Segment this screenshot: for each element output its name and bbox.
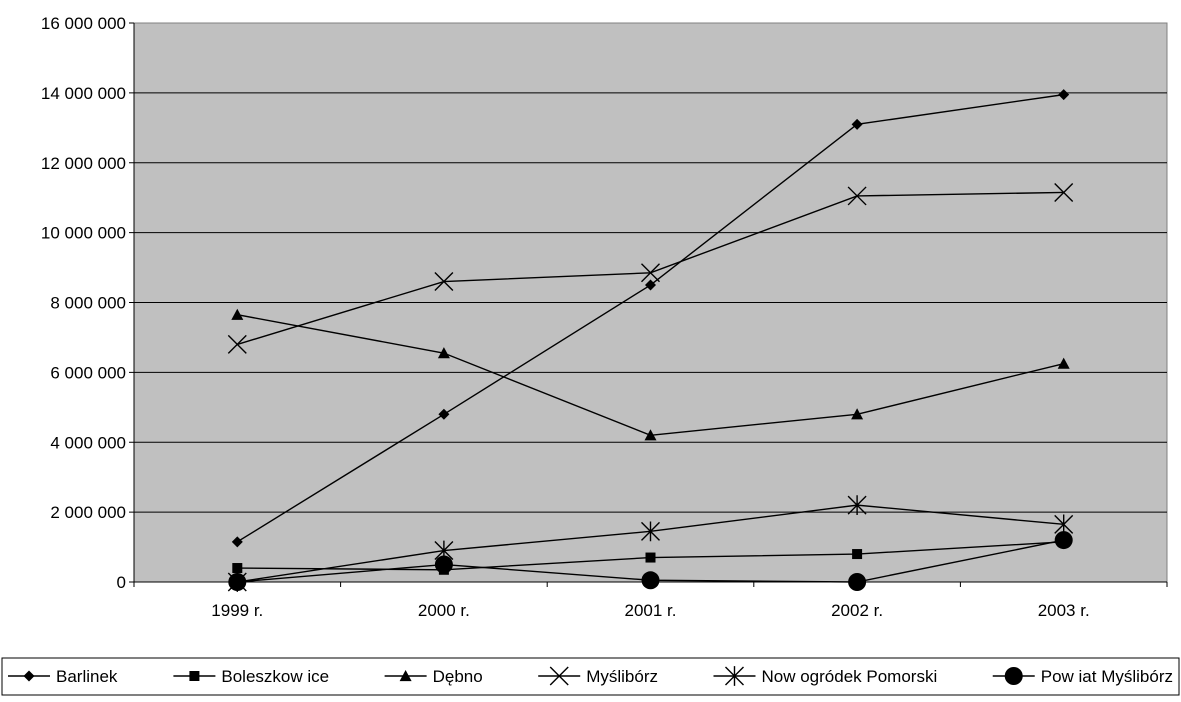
data-point-s0-p2 xyxy=(645,279,656,291)
gridlines xyxy=(134,92,1167,513)
legend-marker-0 xyxy=(23,670,35,682)
data-point-s1-p0 xyxy=(232,563,243,574)
x-tick-label: 2000 r. xyxy=(418,601,470,620)
data-point-s2-p4 xyxy=(1057,357,1070,369)
data-point-s5-p0 xyxy=(228,573,247,591)
axes: 0 2 000 000 4 000 000 6 000 000 8 000 000 10 … xyxy=(41,14,1168,620)
legend-label: Dębno xyxy=(433,667,483,686)
data-point-s4-p4 xyxy=(1054,514,1074,535)
legend-label: Barlinek xyxy=(56,667,118,686)
data-point-s1-p3 xyxy=(852,549,863,560)
legend-marker-1 xyxy=(189,671,200,681)
y-tick-label: 4 000 000 xyxy=(50,433,126,452)
legend-marker-4 xyxy=(725,666,744,686)
data-point-s4-p3 xyxy=(847,495,867,516)
data-point-s3-p0 xyxy=(227,334,247,354)
x-tick-label: 2002 r. xyxy=(831,601,883,620)
data-point-s4-p2 xyxy=(641,521,660,542)
data-point-s5-p1 xyxy=(434,555,453,574)
data-point-s0-p4 xyxy=(1058,89,1070,101)
legend-marker-3 xyxy=(549,666,569,686)
y-tick-label: 8 000 000 xyxy=(50,294,126,313)
y-tick-label: 2 000 000 xyxy=(50,503,126,522)
data-point-s5-p3 xyxy=(848,573,867,591)
data-point-s1-p2 xyxy=(645,552,656,563)
data-point-s0-p0 xyxy=(231,536,243,548)
data-point-s2-p3 xyxy=(851,408,864,420)
legend-label: Pow iat Myślibórz xyxy=(1041,667,1173,686)
legend: Barlinek Boleszkow ice Dębno Myślibórz Now o… xyxy=(1,657,1180,696)
y-tick-label: 14 000 000 xyxy=(41,84,126,103)
y-tick-label: 16 000 000 xyxy=(41,14,126,33)
data-point-s3-p3 xyxy=(847,186,867,206)
data-point-s5-p4 xyxy=(1054,531,1073,550)
y-tick-label: 0 xyxy=(117,573,126,592)
data-point-s2-p1 xyxy=(437,347,450,359)
data-point-s3-p1 xyxy=(434,272,454,292)
data-point-s0-p1 xyxy=(438,408,450,420)
data-point-s3-p2 xyxy=(641,263,660,283)
legend-label: Myślibórz xyxy=(586,667,658,686)
data-point-s2-p2 xyxy=(644,429,657,441)
legend-label: Now ogródek Pomorski xyxy=(761,667,937,686)
legend-marker-5 xyxy=(1004,667,1023,685)
y-tick-label: 10 000 000 xyxy=(41,224,126,243)
x-tick-label: 1999 r. xyxy=(211,601,263,620)
data-point-s5-p2 xyxy=(641,571,660,590)
series-lines xyxy=(227,89,1074,592)
data-point-s2-p0 xyxy=(231,308,244,320)
legend-label: Boleszkow ice xyxy=(221,667,329,686)
x-tick-label: 2003 r. xyxy=(1038,601,1090,620)
legend-marker-2 xyxy=(399,670,412,682)
data-point-s3-p4 xyxy=(1054,182,1074,202)
x-tick-label: 2001 r. xyxy=(625,601,677,620)
y-tick-label: 12 000 000 xyxy=(41,154,126,173)
data-point-s0-p3 xyxy=(851,118,863,130)
y-tick-label: 6 000 000 xyxy=(50,363,126,382)
